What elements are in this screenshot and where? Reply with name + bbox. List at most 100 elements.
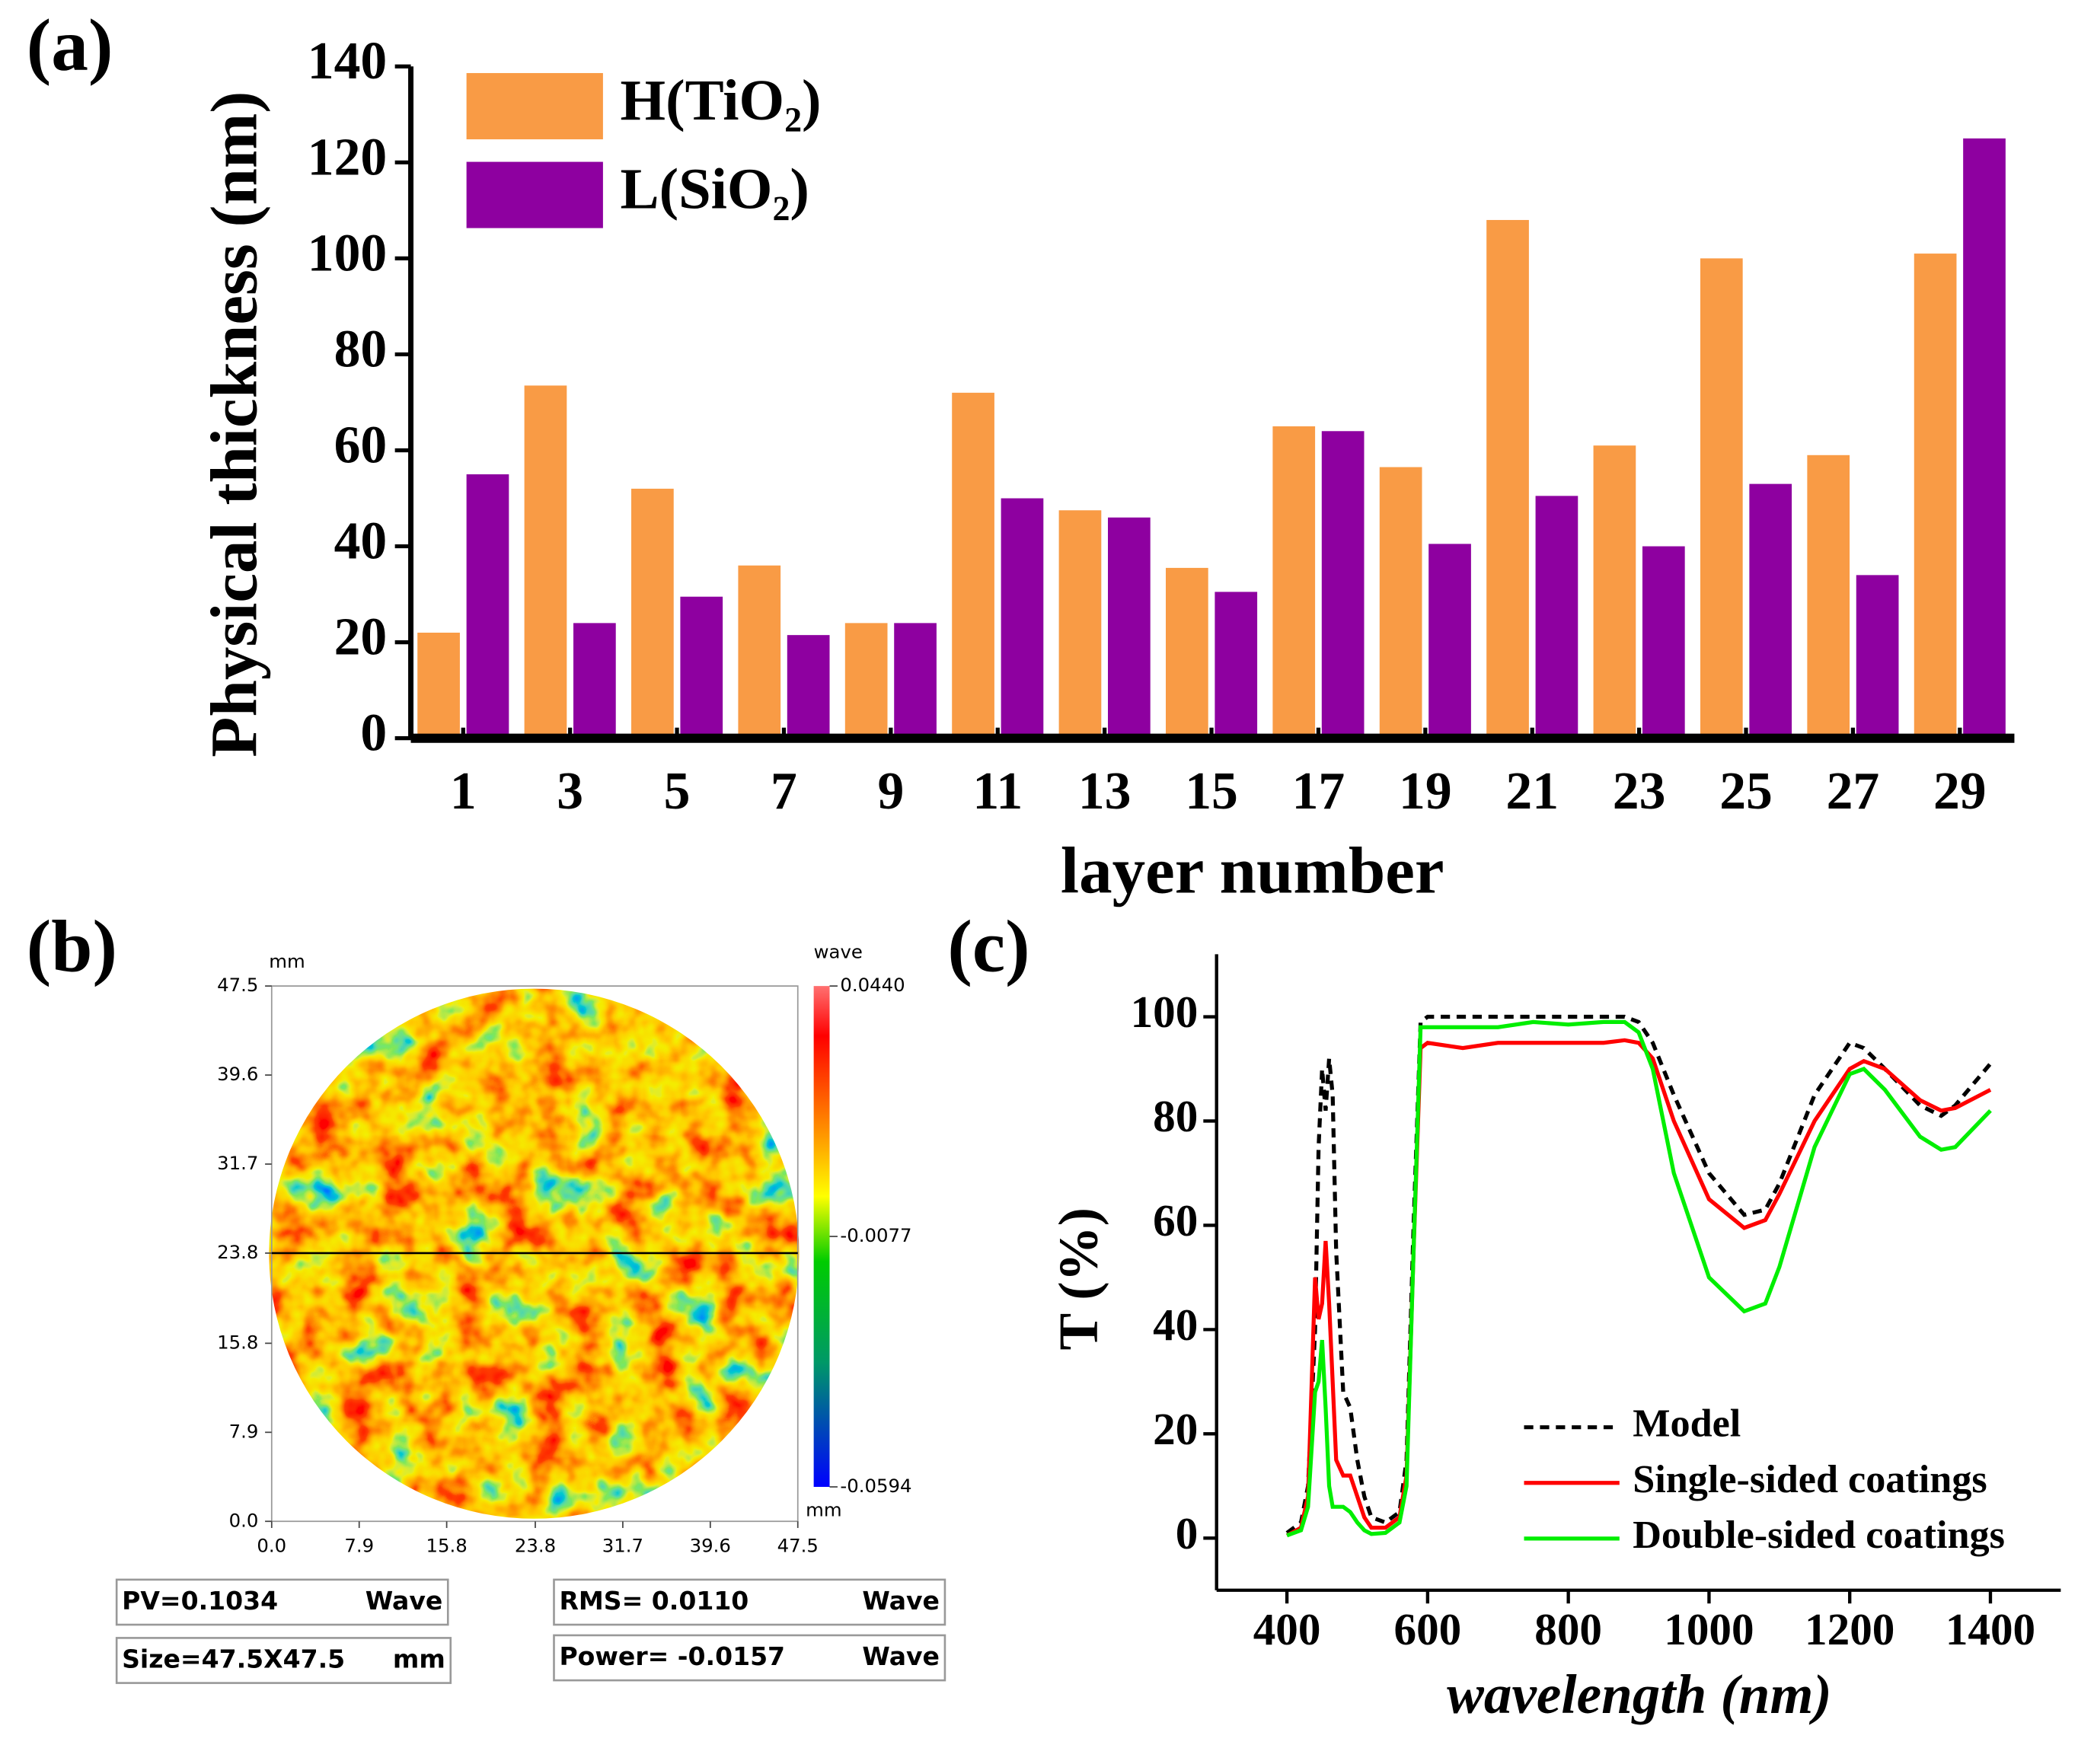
x-tick-label: 47.5 [777, 1534, 819, 1556]
y-unit: mm [269, 950, 305, 972]
panel-label: (c) [947, 906, 1029, 988]
bar [787, 635, 830, 738]
y-tick-label: 140 [308, 32, 387, 91]
x-tick-label: 25 [1719, 762, 1773, 821]
bar [1856, 575, 1899, 738]
bar [738, 565, 781, 738]
info-unit: Wave [365, 1586, 443, 1616]
x-tick-label: 11 [972, 762, 1023, 821]
bar [1486, 219, 1529, 738]
y-tick-label: 23.8 [217, 1241, 258, 1263]
legend-swatch [466, 161, 603, 228]
bar [1700, 258, 1743, 738]
y-tick-label: 0.0 [229, 1509, 259, 1531]
x-unit: mm [806, 1498, 841, 1520]
bar [1642, 546, 1685, 738]
colorbar-tick-label: -0.0594 [840, 1475, 911, 1497]
legend-label: Single-sided coatings [1633, 1457, 1987, 1501]
x-tick-label: 5 [664, 762, 691, 821]
legend-label: L(SiO₂) [621, 157, 809, 222]
bar [1963, 138, 2006, 738]
x-tick-label: 27 [1827, 762, 1880, 821]
y-tick-label: 40 [334, 512, 388, 571]
y-tick-label: 60 [1153, 1195, 1198, 1246]
x-tick-label: 23.8 [515, 1534, 556, 1556]
info-text: Size=47.5X47.5 [122, 1644, 345, 1674]
legend-label: Double-sided coatings [1633, 1513, 2005, 1557]
x-tick-label: 15.8 [426, 1534, 467, 1556]
bar [1535, 496, 1578, 738]
bar [1379, 467, 1422, 738]
y-tick-label: 0 [1176, 1508, 1199, 1558]
series-line [1285, 1038, 1992, 1538]
bar [417, 633, 460, 738]
bar [524, 385, 567, 738]
y-tick-label: 20 [1153, 1404, 1198, 1454]
y-axis-title: T (%) [1047, 1207, 1109, 1350]
x-tick-label: 600 [1394, 1604, 1462, 1654]
x-axis-title: layer number [1061, 833, 1444, 907]
x-tick-label: 39.6 [690, 1534, 731, 1556]
bar [1914, 254, 1957, 738]
info-box [553, 1578, 946, 1626]
y-tick-label: 47.5 [217, 974, 258, 996]
y-tick-label: 0 [360, 704, 387, 763]
info-unit: Wave [862, 1586, 940, 1616]
bar [680, 596, 723, 738]
colorbar-tick-label: 0.0440 [840, 974, 905, 996]
panel-label: (a) [27, 5, 113, 87]
colorbar-label: wave [814, 941, 863, 963]
series-line [1286, 1019, 1992, 1538]
x-tick-label: 1200 [1805, 1604, 1894, 1654]
x-tick-label: 9 [877, 762, 904, 821]
x-tick-label: 1400 [1946, 1604, 2035, 1654]
x-tick-label: 15 [1185, 762, 1238, 821]
x-tick-label: 800 [1534, 1604, 1602, 1654]
x-axis-title: wavelength (nm) [1447, 1664, 1831, 1725]
y-tick-label: 7.9 [229, 1420, 259, 1442]
y-tick-label: 80 [1153, 1091, 1198, 1141]
y-tick-label: 80 [334, 320, 388, 378]
y-tick-label: 40 [1153, 1300, 1198, 1350]
bar [1166, 567, 1208, 738]
bar [631, 488, 674, 738]
y-tick-label: 15.8 [217, 1331, 258, 1353]
colorbar [813, 986, 830, 1488]
bar [573, 623, 616, 738]
bar [1593, 445, 1636, 738]
info-text: PV=0.1034 [122, 1586, 278, 1616]
bar [1058, 510, 1102, 738]
bar [1321, 431, 1365, 738]
info-text: RMS= 0.0110 [559, 1586, 749, 1616]
info-unit: mm [393, 1644, 445, 1674]
info-box [115, 1637, 452, 1684]
legend-label: H(TiO₂) [621, 68, 822, 132]
x-tick-label: 7.9 [344, 1534, 374, 1556]
y-tick-label: 100 [1131, 987, 1199, 1037]
x-tick-label: 1 [450, 762, 477, 821]
bar [1749, 483, 1792, 738]
x-tick-label: 17 [1292, 762, 1345, 821]
x-tick-label: 21 [1505, 762, 1559, 821]
bar [1108, 517, 1151, 738]
info-text: Power= -0.0157 [559, 1641, 785, 1671]
y-tick-label: 100 [308, 224, 387, 282]
x-tick-label: 31.7 [602, 1534, 643, 1556]
x-tick-label: 29 [1933, 762, 1987, 821]
x-tick-label: 400 [1253, 1604, 1321, 1654]
bar [844, 623, 888, 738]
panel-label: (b) [27, 906, 117, 988]
x-tick-label: 19 [1399, 762, 1452, 821]
bar [1272, 426, 1316, 738]
bar [1428, 544, 1471, 738]
bar [894, 623, 937, 738]
bar [1001, 498, 1044, 738]
x-tick-label: 23 [1613, 762, 1666, 821]
y-tick-label: 20 [334, 608, 388, 667]
info-box [115, 1578, 449, 1626]
bar [952, 392, 994, 738]
y-axis-title: Physical thickness (nm) [197, 91, 271, 758]
x-tick-label: 13 [1078, 762, 1132, 821]
